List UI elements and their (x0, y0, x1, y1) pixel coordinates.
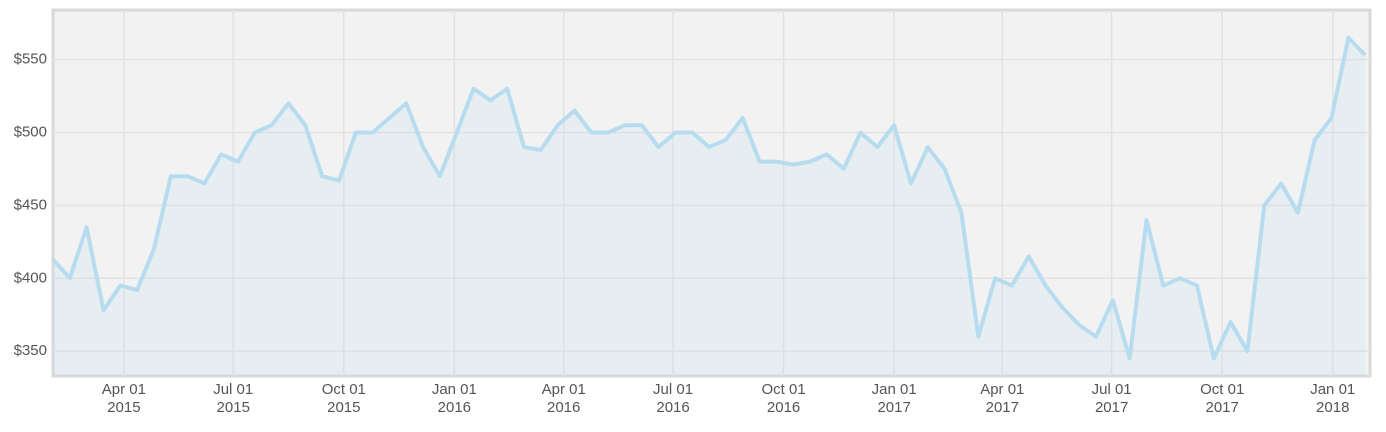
x-tick-label: Oct 01 (322, 381, 366, 398)
x-tick-label: Apr 01 (542, 381, 586, 398)
x-tick-label: 2017 (1206, 399, 1239, 416)
x-tick-label: Jan 01 (1310, 381, 1355, 398)
line (51, 35, 1367, 361)
x-tick-label: Apr 01 (102, 381, 146, 398)
x-tick-label: Jan 01 (432, 381, 477, 398)
plot-area (51, 8, 1372, 378)
x-tick-label: 2017 (1095, 399, 1128, 416)
x-tick-label: 2016 (656, 399, 689, 416)
y-tick-label: $500 (14, 123, 47, 140)
x-tick-label: 2018 (1316, 399, 1349, 416)
area (53, 37, 1366, 376)
x-tick-label: Jul 01 (1092, 381, 1132, 398)
x-tick-label: Jan 01 (872, 381, 917, 398)
x-tick-label: 2016 (438, 399, 471, 416)
x-tick-label: 2015 (217, 399, 250, 416)
y-tick-label: $400 (14, 269, 47, 286)
x-tick-label: Apr 01 (980, 381, 1024, 398)
x-tick-label: Oct 01 (762, 381, 806, 398)
x-tick-label: Jul 01 (213, 381, 253, 398)
y-tick-label: $450 (14, 196, 47, 213)
x-tick-label: 2015 (327, 399, 360, 416)
y-tick-label: $350 (14, 342, 47, 359)
x-tick-label: 2017 (877, 399, 910, 416)
y-tick-label: $550 (14, 51, 47, 68)
x-tick-label: 2017 (986, 399, 1019, 416)
x-tick-label: 2015 (107, 399, 140, 416)
x-tick-label: Jul 01 (653, 381, 693, 398)
x-tick-label: 2016 (547, 399, 580, 416)
x-tick-label: Oct 01 (1200, 381, 1244, 398)
x-tick-label: 2016 (767, 399, 800, 416)
